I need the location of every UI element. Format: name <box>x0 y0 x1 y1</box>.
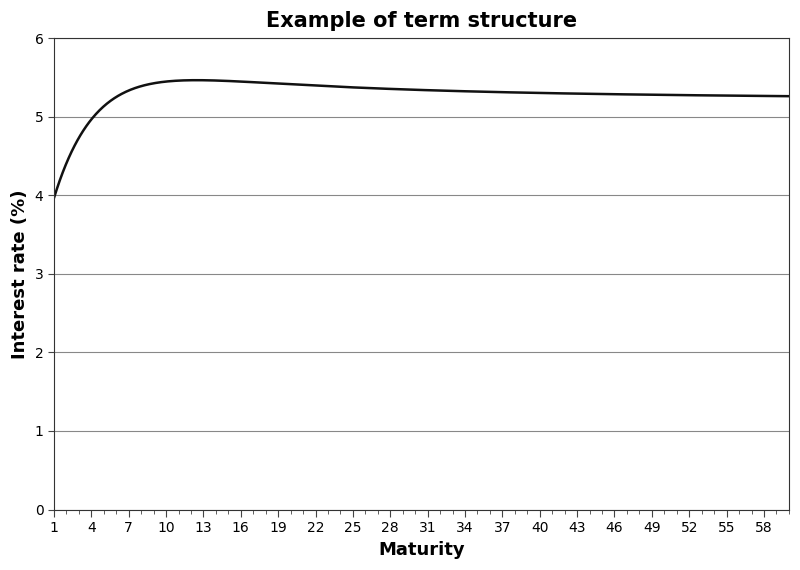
X-axis label: Maturity: Maturity <box>378 541 465 559</box>
Title: Example of term structure: Example of term structure <box>266 11 577 31</box>
Y-axis label: Interest rate (%): Interest rate (%) <box>11 189 29 359</box>
